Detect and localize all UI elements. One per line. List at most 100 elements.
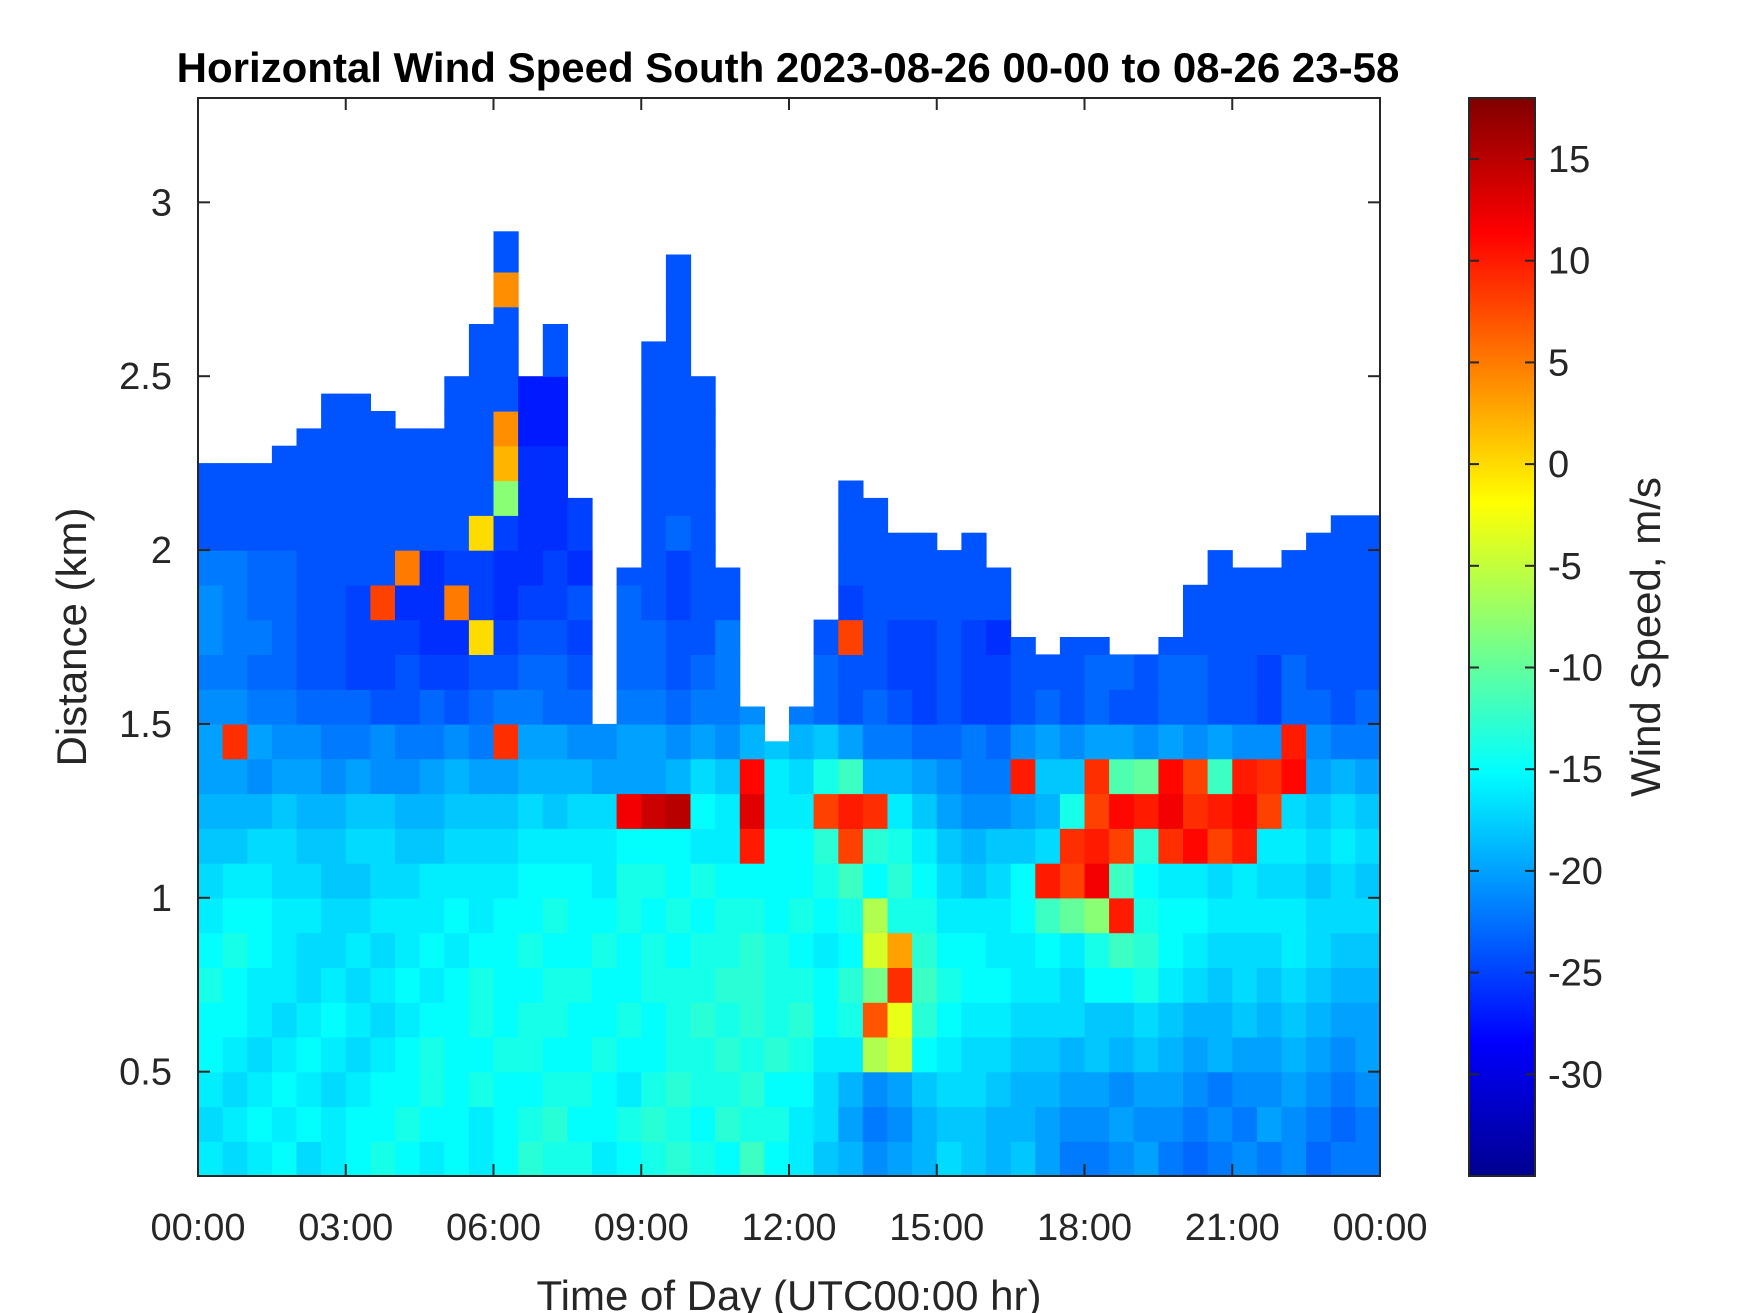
heatmap-cell — [887, 619, 913, 655]
heatmap-cell — [1084, 793, 1110, 829]
heatmap-cell — [936, 1071, 962, 1108]
heatmap-cell — [395, 723, 421, 760]
heatmap-cell — [1059, 828, 1086, 864]
heatmap-cell — [1010, 897, 1036, 934]
heatmap-cell — [1035, 1036, 1061, 1073]
heatmap-cell — [271, 1036, 298, 1073]
heatmap-cell — [542, 689, 568, 725]
heatmap-cell — [296, 515, 322, 551]
heatmap-cell — [1232, 619, 1258, 655]
heatmap-cell — [1232, 897, 1258, 934]
heatmap-cell — [912, 1036, 938, 1073]
heatmap-cell — [345, 480, 371, 516]
colorbar-scale — [1468, 97, 1536, 1177]
heatmap-cell — [1133, 1036, 1159, 1073]
heatmap-cell — [739, 1071, 765, 1108]
heatmap-cell — [198, 654, 224, 690]
heatmap-cell — [690, 828, 716, 864]
heatmap-cell — [1232, 967, 1258, 1003]
heatmap-cell — [542, 828, 568, 864]
heatmap-cell — [592, 1002, 618, 1038]
heatmap-cell — [789, 1002, 815, 1038]
heatmap-cell — [1059, 1002, 1086, 1038]
heatmap-cell — [247, 723, 273, 760]
heatmap-cell — [493, 411, 519, 447]
heatmap-cell — [444, 550, 470, 586]
heatmap-cell — [198, 932, 224, 968]
heatmap-cell — [936, 897, 962, 934]
heatmap-cell — [1207, 550, 1233, 586]
heatmap-cell — [567, 584, 593, 621]
heatmap-cell — [936, 793, 962, 829]
heatmap-cell — [641, 515, 667, 551]
heatmap-cell — [419, 1141, 445, 1176]
heatmap-cell — [1281, 1106, 1307, 1142]
heatmap-cell — [542, 515, 568, 551]
heatmap-cell — [1281, 932, 1307, 968]
heatmap-cell — [961, 897, 987, 934]
heatmap-cell — [395, 654, 421, 690]
heatmap-cell — [1281, 758, 1307, 795]
heatmap-cell — [247, 932, 273, 968]
heatmap-cell — [1306, 793, 1332, 829]
heatmap-cell — [1232, 567, 1258, 586]
heatmap-cell — [1330, 654, 1356, 690]
heatmap-cell — [370, 1141, 396, 1176]
heatmap-cell — [887, 828, 913, 864]
heatmap-cell — [1084, 1036, 1110, 1073]
heatmap-cell — [493, 306, 519, 342]
heatmap-cell — [715, 1106, 741, 1142]
heatmap-cell — [198, 1002, 224, 1038]
heatmap-cell — [296, 619, 322, 655]
heatmap-cell — [641, 341, 667, 377]
heatmap-cell — [1207, 1141, 1233, 1176]
heatmap-cell — [222, 584, 248, 621]
heatmap-cell — [789, 793, 815, 829]
heatmap-cell — [1281, 1002, 1307, 1038]
heatmap-cell — [715, 1036, 741, 1073]
heatmap-cell — [1183, 863, 1209, 899]
heatmap-cell — [1035, 1002, 1061, 1038]
y-tick-label: 2 — [151, 530, 172, 572]
heatmap-cell — [715, 723, 741, 760]
heatmap-cell — [616, 689, 642, 725]
heatmap-cell — [247, 967, 273, 1003]
heatmap-cell — [739, 1141, 765, 1176]
heatmap-cell — [493, 376, 519, 412]
heatmap-cell — [641, 932, 667, 968]
heatmap-cell — [764, 1141, 790, 1176]
heatmap-cell — [1084, 1141, 1110, 1176]
heatmap-cell — [271, 1106, 298, 1142]
heatmap-cell — [862, 932, 889, 968]
heatmap-cell — [641, 1071, 667, 1108]
heatmap-cell — [567, 497, 593, 516]
heatmap-cell — [296, 967, 322, 1003]
heatmap-cell — [1207, 584, 1233, 621]
heatmap-cell — [247, 897, 273, 934]
heatmap-cell — [321, 1106, 347, 1142]
heatmap-cell — [271, 932, 298, 968]
heatmap-cell — [887, 967, 913, 1003]
heatmap-cell — [986, 863, 1012, 899]
chart-title: Horizontal Wind Speed South 2023-08-26 0… — [177, 44, 1400, 91]
heatmap-cell — [912, 689, 938, 725]
heatmap-cell — [247, 1071, 273, 1108]
heatmap-cell — [321, 515, 347, 551]
heatmap-cell — [1207, 863, 1233, 899]
heatmap-cell — [838, 619, 864, 655]
heatmap-cell — [567, 1071, 593, 1108]
heatmap-cell — [1355, 897, 1380, 934]
heatmap-cell — [567, 932, 593, 968]
heatmap-cell — [1330, 828, 1356, 864]
heatmap-cell — [345, 1141, 371, 1176]
heatmap-cell — [961, 584, 987, 621]
heatmap-cell — [321, 793, 347, 829]
heatmap-cell — [1306, 863, 1332, 899]
heatmap-cell — [936, 828, 962, 864]
heatmap-cell — [739, 828, 765, 864]
heatmap-cell — [838, 550, 864, 586]
heatmap-cell — [1281, 897, 1307, 934]
heatmap-cell — [616, 967, 642, 1003]
heatmap-cell — [986, 967, 1012, 1003]
heatmap-cell — [715, 828, 741, 864]
